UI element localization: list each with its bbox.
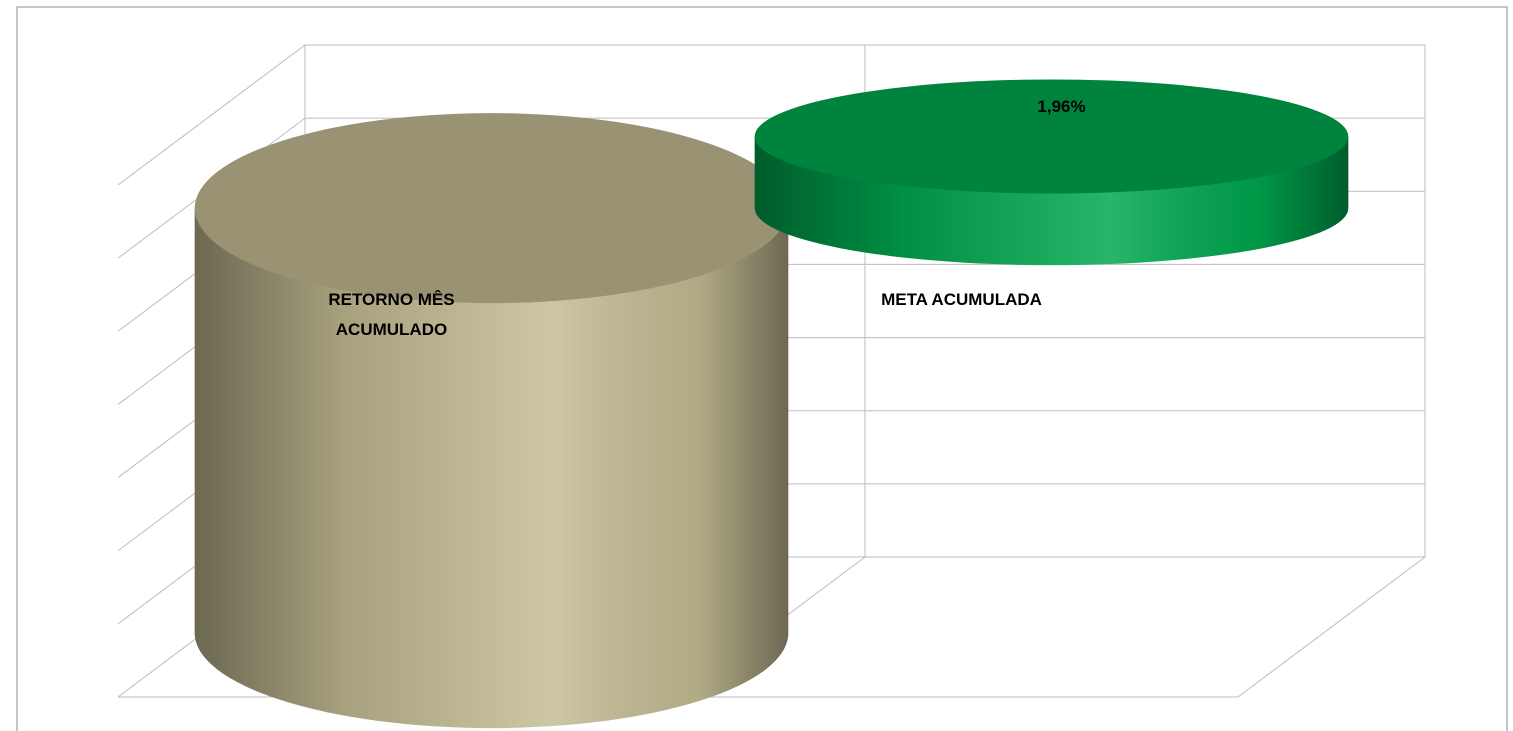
chart-border bbox=[16, 6, 1508, 731]
cylinder bbox=[754, 79, 1349, 266]
cylinder-top bbox=[194, 113, 789, 304]
floor-side-edge bbox=[1237, 556, 1426, 698]
cylinder bbox=[194, 113, 789, 729]
cylinder-top-shade bbox=[754, 79, 1349, 194]
category-label: RETORNO MÊS ACUMULADO bbox=[328, 290, 455, 339]
cylinder-shade bbox=[194, 208, 789, 729]
cylinder-top-shade bbox=[194, 113, 789, 304]
side-grid-line bbox=[117, 44, 306, 186]
cylinder-top bbox=[754, 79, 1349, 194]
value-label: 1,96% bbox=[1037, 97, 1085, 116]
category-label: META ACUMULADA bbox=[881, 290, 1042, 309]
